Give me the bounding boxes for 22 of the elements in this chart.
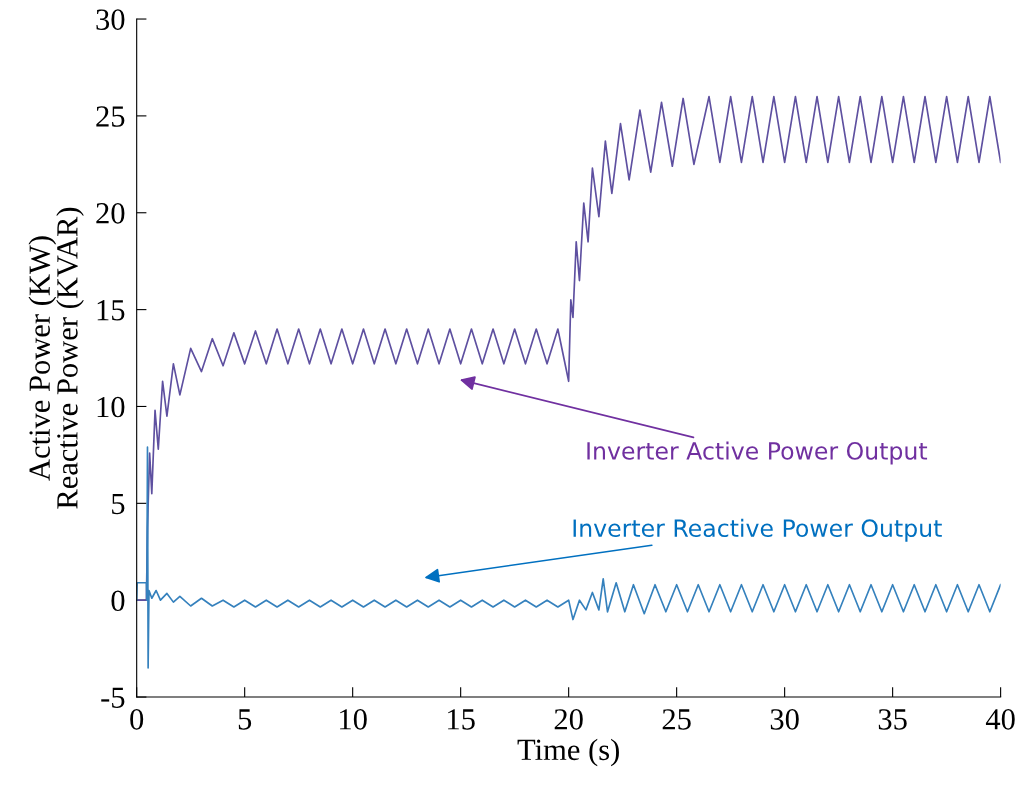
y-axis-title: Active Power (KW) Reactive Power (KVAR) (28, 207, 84, 509)
x-tick-label: 15 (448, 709, 475, 730)
x-tick-label: 0 (130, 709, 144, 730)
x-tick-label: 5 (238, 709, 252, 730)
y-tick-label: 10 (97, 396, 125, 418)
x-tick-label: 35 (878, 709, 907, 730)
y-tick-label: 30 (96, 9, 125, 30)
x-tick-label: 40 (985, 709, 1015, 730)
line-series (136, 95, 1001, 602)
x-tick-label: 20 (554, 709, 583, 730)
y-tick-label: 20 (96, 203, 125, 224)
x-tick-label: 25 (662, 709, 691, 730)
y-tick-label: 25 (96, 106, 125, 127)
y-tick-label: 0 (111, 590, 125, 612)
x-axis-title: Time (s) (517, 738, 619, 767)
y-tick-label: 5 (112, 493, 125, 515)
x-tick-label: 10 (340, 709, 367, 730)
annotation: Inverter Active Power Output (587, 441, 928, 465)
x-tick-label: 30 (770, 709, 799, 730)
annotation: Inverter Reactive Power Output (573, 518, 942, 542)
y-tick-label: 15 (97, 300, 125, 321)
y-tick-label: -5 (101, 687, 125, 708)
